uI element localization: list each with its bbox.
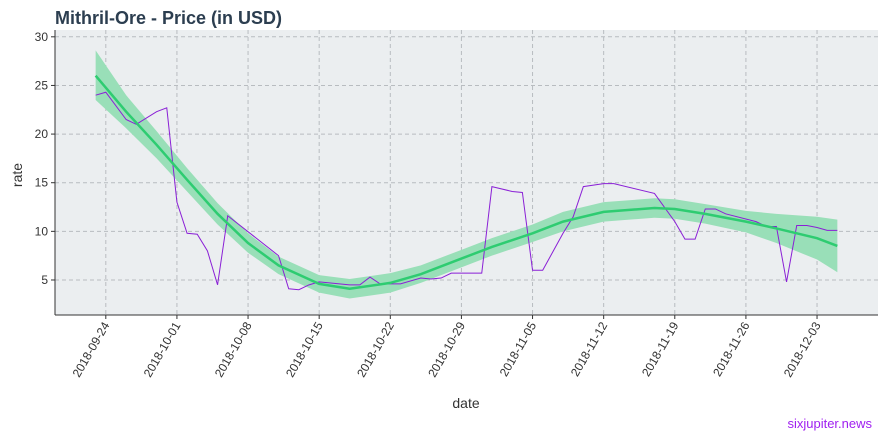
confidence-band [95,50,838,299]
x-tick-label: 2018-10-22 [354,319,397,379]
x-tick-label: 2018-11-05 [497,319,540,379]
source: sixjupiter.news [787,416,872,431]
x-axis-label: date [452,395,479,411]
y-tick-label: 30 [35,30,49,44]
x-tick-label: 2018-09-24 [70,319,113,379]
x-tick-label: 2018-10-15 [283,319,326,379]
x-tick-label: 2018-10-01 [141,319,184,379]
y-tick-label: 25 [35,78,49,92]
chart-title: Mithril-Ore - Price (in USD) [55,8,282,28]
smooth-line [94,74,838,291]
y-tick-label: 15 [35,176,49,190]
price-line [95,91,838,291]
y-tick-label: 5 [41,273,48,287]
x-tick-label: 2018-11-26 [710,319,753,379]
x-tick-label: 2018-10-08 [212,319,255,379]
plot-background [55,30,878,315]
y-tick-label: 10 [35,224,49,238]
y-tick-label: 20 [35,127,49,141]
x-tick-label: 2018-10-29 [425,319,468,379]
y-axis-label: rate [9,163,25,187]
x-tick-label: 2018-12-03 [781,319,824,379]
x-tick-label: 2018-11-19 [639,319,682,379]
x-tick-label: 2018-11-12 [568,319,611,379]
